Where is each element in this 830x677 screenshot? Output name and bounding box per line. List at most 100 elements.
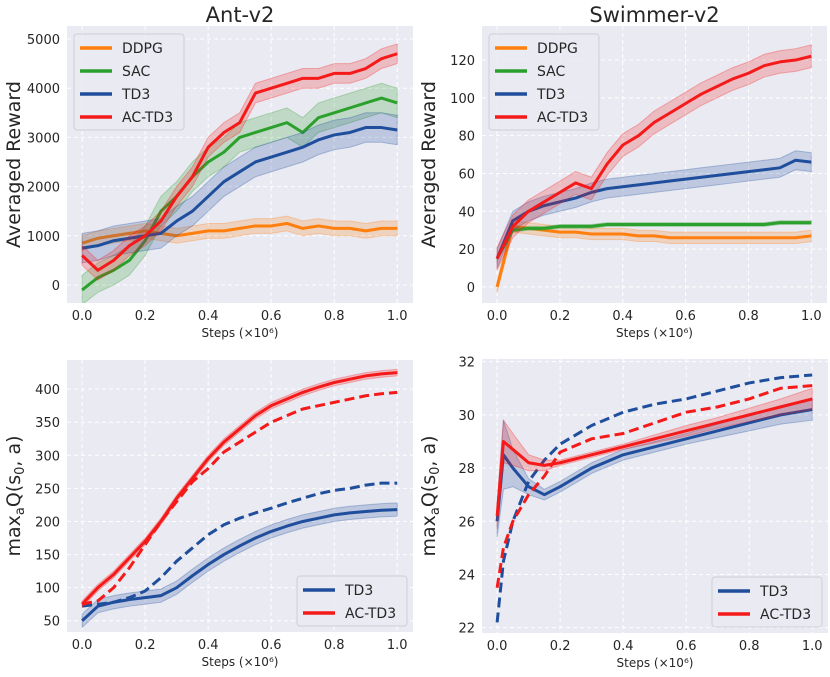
- legend-label: AC-TD3: [345, 606, 396, 622]
- band-sac: [81, 82, 398, 303]
- y-label-part: 0: [428, 467, 443, 475]
- plot-area: [81, 43, 398, 303]
- series-line-ac-td3-dashed: [81, 390, 398, 606]
- y-axis-label: Averaged Reward: [3, 81, 25, 248]
- series-line-ac-td3: [495, 397, 813, 517]
- x-tick-label: 0.0: [487, 639, 508, 654]
- y-tick-label: 0: [52, 279, 60, 294]
- y-label-part: , a): [3, 435, 25, 466]
- plot-area: [495, 44, 812, 293]
- series-line-sac: [495, 221, 812, 260]
- legend-label: AC-TD3: [760, 607, 811, 623]
- x-tick-label: 0.6: [261, 309, 282, 324]
- legend: TD3 AC-TD3: [296, 575, 408, 627]
- legend-label: TD3: [121, 87, 150, 103]
- x-tick-label: 0.8: [324, 638, 345, 653]
- y-tick-label: 30: [458, 409, 475, 424]
- y-label-part: Q(s: [418, 475, 440, 507]
- x-tick-label: 0.8: [324, 309, 345, 324]
- y-tick-label: 300: [35, 449, 60, 464]
- legend-label: AC-TD3: [122, 110, 173, 126]
- series-line-td3: [81, 508, 398, 622]
- legend-label: TD3: [344, 583, 373, 599]
- y-tick-label: 20: [458, 243, 475, 258]
- legend: TD3 AC-TD3: [711, 576, 823, 628]
- subplot-2: 0.0 0.2 0.4 0.6 0.8 1.0 0 20 40 60 80 100 120 Swimmer…: [418, 3, 827, 340]
- y-tick-label: 3000: [27, 131, 60, 146]
- band-td3: [81, 112, 398, 264]
- y-label-part: a: [13, 507, 28, 515]
- x-axis-label: Steps (×10⁶): [202, 326, 279, 340]
- series-line-ddpg: [81, 221, 398, 245]
- x-tick-label: 0.6: [261, 638, 282, 653]
- x-tick-label: 0.2: [550, 309, 571, 324]
- x-tick-label: 0.4: [612, 309, 633, 324]
- y-tick-label: 4000: [27, 82, 60, 97]
- x-tick-label: 0.0: [72, 638, 93, 653]
- series-line-ac-td3: [81, 371, 398, 606]
- subplot-3: 0.0 0.2 0.4 0.6 0.8 1.0 50 100 150 200 250 300 350 40…: [3, 360, 413, 669]
- subplot-title: Ant-v2: [206, 3, 275, 27]
- series-line-ac-td3-dashed: [495, 384, 813, 589]
- y-tick-label: 400: [35, 383, 60, 398]
- y-tick-label: 5000: [27, 33, 60, 48]
- y-label-part: a: [428, 507, 443, 515]
- y-tick-label: 22: [458, 622, 475, 637]
- x-tick-label: 1.0: [387, 638, 408, 653]
- y-tick-label: 40: [458, 205, 475, 220]
- y-axis-label: maxaQ(s0, a): [418, 435, 443, 556]
- legend-label: TD3: [536, 87, 565, 103]
- x-tick-label: 0.8: [739, 639, 760, 654]
- subplot-4: 0.0 0.2 0.4 0.6 0.8 1.0 22 24 26 28 30 32 Steps (×10…: [418, 356, 828, 670]
- band-td3: [496, 398, 813, 538]
- y-tick-label: 250: [35, 482, 60, 497]
- legend-label: SAC: [537, 64, 565, 80]
- y-tick-label: 150: [35, 549, 60, 564]
- x-tick-label: 0.4: [198, 309, 219, 324]
- y-tick-label: 28: [458, 462, 475, 477]
- x-tick-label: 1.0: [387, 309, 408, 324]
- legend-label: SAC: [122, 64, 150, 80]
- y-tick-label: 120: [450, 54, 475, 69]
- y-tick-label: 2000: [27, 181, 60, 196]
- series-line-ddpg: [495, 224, 812, 288]
- band-sac: [496, 220, 812, 263]
- series-line-td3: [495, 408, 813, 522]
- x-tick-label: 0.8: [738, 309, 759, 324]
- band-td3: [496, 150, 812, 269]
- y-tick-label: 24: [458, 568, 475, 583]
- y-tick-label: 1000: [27, 230, 60, 245]
- y-tick-label: 100: [450, 92, 475, 107]
- series-line-td3: [495, 158, 812, 260]
- legend: DDPG SAC TD3 AC-TD3: [73, 33, 185, 131]
- legend-label: TD3: [759, 584, 788, 600]
- x-tick-label: 1.0: [802, 639, 823, 654]
- x-tick-label: 0.0: [487, 309, 508, 324]
- y-tick-label: 350: [35, 416, 60, 431]
- y-label-part: Q(s: [3, 475, 25, 507]
- y-label-part: max: [418, 515, 440, 556]
- x-tick-label: 0.6: [676, 639, 697, 654]
- plot-area: [81, 368, 398, 629]
- legend: DDPG SAC TD3 AC-TD3: [488, 33, 600, 131]
- y-tick-label: 80: [458, 130, 475, 145]
- series-line-sac: [81, 96, 398, 292]
- y-tick-label: 32: [458, 356, 475, 371]
- y-label-part: 0: [13, 467, 28, 475]
- y-label-part: max: [3, 515, 25, 556]
- y-tick-label: 0: [467, 281, 475, 296]
- x-axis-label: Steps (×10⁶): [617, 656, 694, 670]
- x-tick-label: 0.2: [135, 309, 156, 324]
- series-line-ac-td3: [495, 54, 812, 260]
- legend-label: AC-TD3: [537, 110, 588, 126]
- band-ac-td3: [496, 44, 812, 271]
- subplot-1: 0.0 0.2 0.4 0.6 0.8 1.0 0 1000 2000 3000 4000 5000 A…: [3, 3, 413, 340]
- series-line-ac-td3: [81, 52, 398, 272]
- y-tick-label: 60: [458, 167, 475, 182]
- subplot-title: Swimmer-v2: [589, 3, 719, 27]
- y-tick-label: 50: [43, 615, 60, 630]
- x-axis-label: Steps (×10⁶): [202, 655, 279, 669]
- series-line-td3: [81, 126, 398, 250]
- y-axis-label: Averaged Reward: [418, 81, 440, 248]
